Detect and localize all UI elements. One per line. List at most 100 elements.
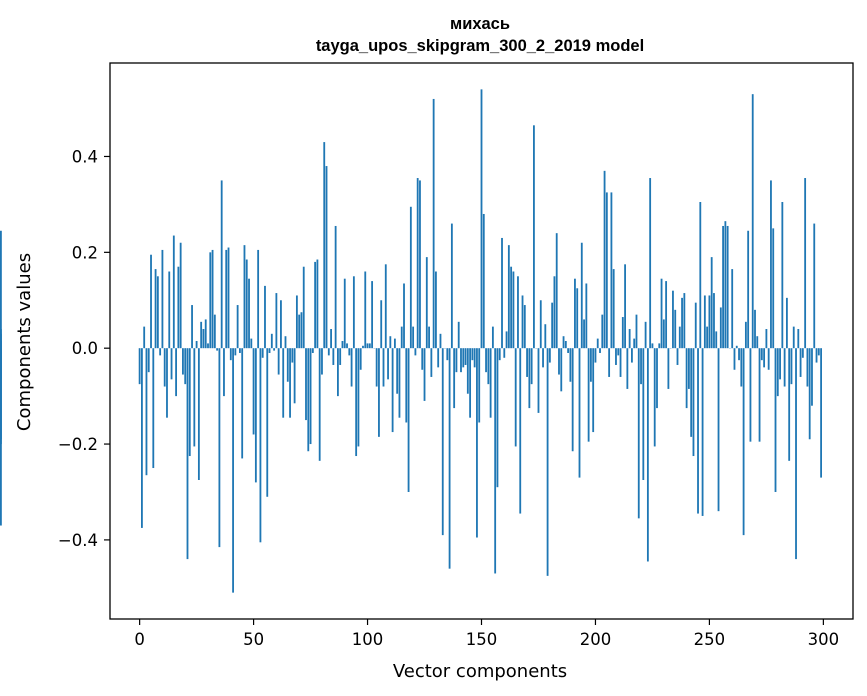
bar [428,326,430,349]
bar [211,249,214,349]
bar [749,348,752,442]
bar [305,348,307,421]
bar [801,348,804,358]
bar [366,343,369,349]
bar [368,343,371,349]
bar [480,89,483,349]
bar [512,271,515,349]
bar [640,348,642,385]
bar [448,348,451,569]
bar [687,348,690,389]
bar [177,266,180,349]
bar [804,178,807,349]
bar [626,348,629,389]
bar [175,348,177,397]
bar [380,300,383,349]
bar [489,348,492,418]
bar [710,257,713,349]
bar [731,269,734,349]
bar [521,295,524,349]
bar [526,348,528,377]
bar [612,269,615,349]
bar [763,348,766,368]
bar [587,348,590,442]
bar [799,348,802,377]
bar [195,341,198,349]
bar [168,271,171,349]
bar [715,331,718,349]
bar [692,348,695,457]
bar [608,348,611,377]
bar [542,348,544,368]
bar [621,317,624,349]
bar [770,180,772,349]
bar [375,348,378,387]
bar [708,295,711,349]
bar [321,348,323,375]
bar [186,348,189,560]
bar [662,319,665,349]
bar [152,348,155,469]
bar [605,192,608,349]
bar [166,348,168,418]
bar [772,228,775,349]
bar [430,348,433,377]
bar [496,348,499,488]
bar [184,348,187,385]
bar [783,348,786,387]
bars-group [0,89,822,593]
bar [774,348,777,492]
bar [706,326,709,349]
bar [339,348,342,365]
bar [501,237,503,349]
bar [653,348,656,447]
bar [631,348,633,363]
bar [261,348,264,358]
bar [507,245,510,349]
bar [637,348,640,519]
bar [514,348,517,447]
bar [141,348,143,528]
bar [464,348,467,365]
bar [806,348,809,387]
bar [188,348,191,457]
bar [592,348,595,433]
bar [197,348,200,480]
bar [257,249,260,349]
bar [781,202,784,349]
bar [403,283,405,349]
y-tick-label: −0.2 [58,435,98,454]
bar [300,312,303,349]
bar [0,230,2,349]
bar [309,348,312,445]
bar [546,348,549,576]
bar [264,285,266,349]
bar [697,348,699,514]
bar [295,295,298,349]
bar [450,223,453,349]
bar [282,348,285,418]
bar [341,341,344,349]
y-tick-label: 0.2 [72,243,98,262]
bar [337,348,339,397]
bar [788,348,791,461]
bar [325,166,328,349]
bar [733,348,736,370]
bar [466,348,469,394]
bar [754,309,756,349]
bar [298,314,301,349]
bar [797,329,800,349]
bar [343,278,346,349]
bar [756,336,759,349]
bar [225,249,228,349]
bar [307,348,310,452]
bar [437,348,440,368]
bar [476,348,478,538]
bar [280,300,282,349]
bar [510,266,513,349]
bar [738,348,740,361]
bar [722,225,724,349]
bar [767,348,770,370]
bar [243,245,246,349]
bar [785,297,788,349]
